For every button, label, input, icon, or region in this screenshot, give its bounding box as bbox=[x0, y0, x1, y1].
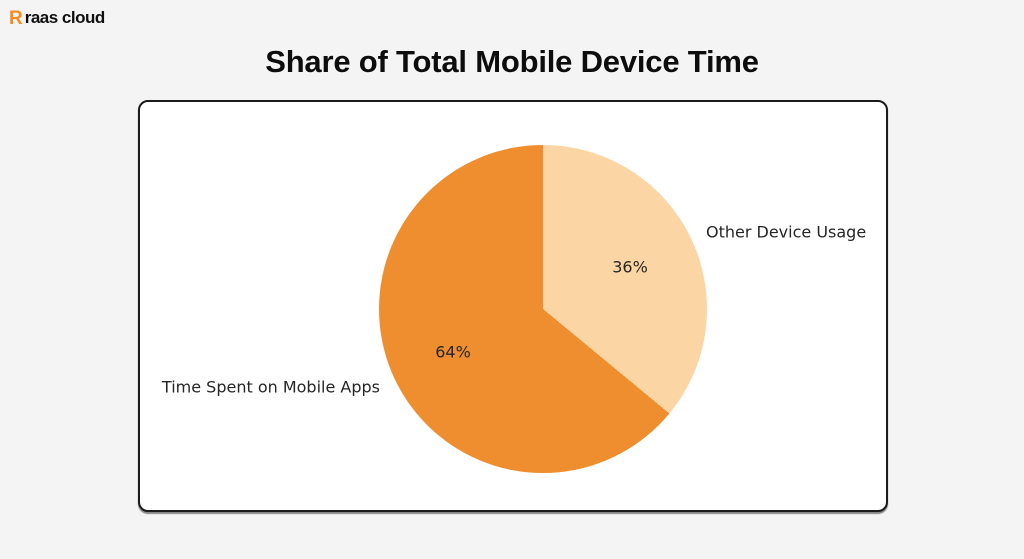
pie-chart bbox=[379, 145, 707, 473]
pie-plot-area: 64% 36% Time Spent on Mobile Apps Other … bbox=[140, 102, 886, 510]
raas-cloud-logo-text: raas cloud bbox=[24, 8, 106, 27]
raas-cloud-logo-icon: R bbox=[9, 7, 23, 29]
raas-cloud-logo: R raas cloud bbox=[9, 8, 105, 28]
pie-percent-label-other-device: 36% bbox=[612, 257, 648, 277]
pie-slice-label-other-device: Other Device Usage bbox=[706, 222, 867, 242]
chart-card: 64% 36% Time Spent on Mobile Apps Other … bbox=[138, 100, 888, 512]
pie-percent-label-mobile-apps: 64% bbox=[435, 342, 471, 362]
chart-title: Share of Total Mobile Device Time bbox=[265, 44, 759, 79]
pie-slice-label-mobile-apps: Time Spent on Mobile Apps bbox=[161, 377, 380, 397]
